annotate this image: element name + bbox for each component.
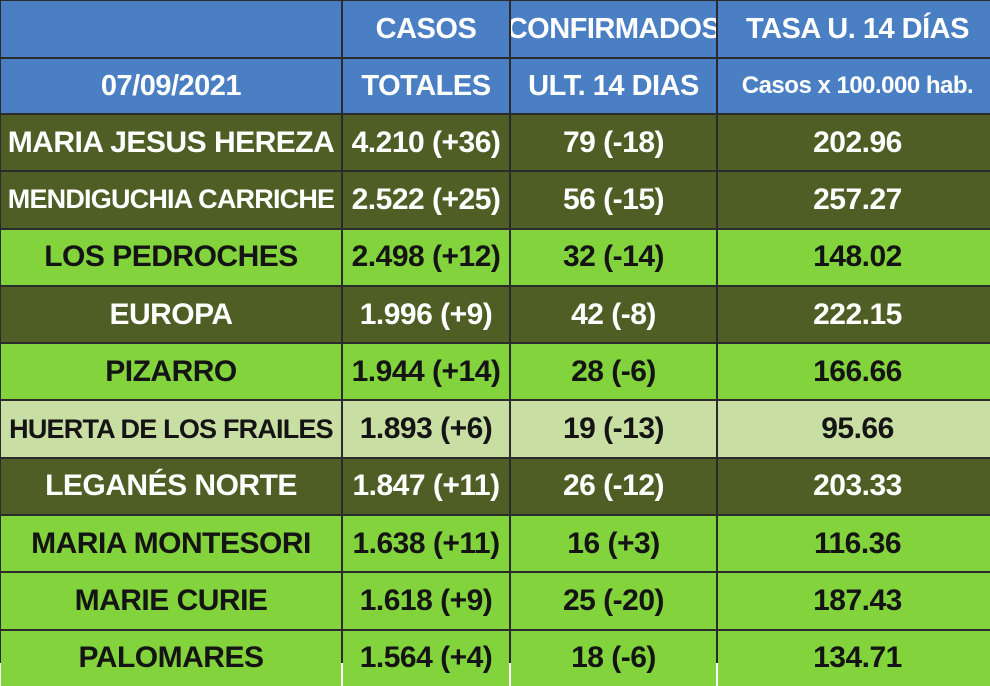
zone-name: MENDIGUCHIA CARRICHE	[1, 172, 341, 228]
total-cases: 1.618 (+9)	[343, 573, 509, 629]
confirmed-14-days: 79 (-18)	[511, 115, 716, 171]
confirmed-14-days: 25 (-20)	[511, 573, 716, 629]
total-cases: 1.847 (+11)	[343, 458, 509, 515]
confirmed-14-days: 19 (-13)	[511, 401, 716, 457]
rate-14-days: 187.43	[718, 573, 990, 629]
total-cases: 1.564 (+4)	[343, 630, 509, 686]
rate-14-days: 257.27	[718, 172, 990, 228]
zone-name: MARIA MONTESORI	[1, 516, 341, 572]
confirmed-14-days: 56 (-15)	[511, 172, 716, 228]
rate-14-days: 95.66	[718, 401, 990, 457]
zone-name: MARIA JESUS HEREZA	[1, 115, 341, 171]
confirmed-14-days: 26 (-12)	[511, 458, 716, 515]
header-totales: TOTALES	[343, 59, 509, 113]
confirmed-14-days: 32 (-14)	[511, 229, 716, 285]
rate-14-days: 134.71	[718, 630, 990, 686]
confirmed-14-days: 42 (-8)	[511, 286, 716, 343]
total-cases: 1.996 (+9)	[343, 286, 509, 343]
rate-14-days: 222.15	[718, 286, 990, 343]
header-ult-14-dias: ULT. 14 DIAS	[511, 59, 716, 113]
rate-14-days: 203.33	[718, 458, 990, 515]
zone-name: PALOMARES	[1, 630, 341, 686]
header-casos-por-100000: Casos x 100.000 hab.	[718, 59, 990, 113]
total-cases: 1.638 (+11)	[343, 516, 509, 572]
zone-name: LEGANÉS NORTE	[1, 458, 341, 515]
rate-14-days: 148.02	[718, 229, 990, 285]
header-blank	[1, 1, 341, 57]
total-cases: 2.522 (+25)	[343, 172, 509, 228]
total-cases: 4.210 (+36)	[343, 115, 509, 171]
zone-name: HUERTA DE LOS FRAILES	[1, 401, 341, 457]
confirmed-14-days: 16 (+3)	[511, 516, 716, 572]
header-tasa: TASA U. 14 DÍAS	[718, 1, 990, 57]
total-cases: 1.944 (+14)	[343, 344, 509, 400]
confirmed-14-days: 28 (-6)	[511, 344, 716, 400]
zone-name: PIZARRO	[1, 344, 341, 400]
header-casos: CASOS	[343, 1, 509, 57]
rate-14-days: 116.36	[718, 516, 990, 572]
zone-name: LOS PEDROCHES	[1, 229, 341, 285]
header-date: 07/09/2021	[1, 59, 341, 113]
zone-name: EUROPA	[1, 286, 341, 343]
total-cases: 1.893 (+6)	[343, 401, 509, 457]
rate-14-days: 202.96	[718, 115, 990, 171]
zone-name: MARIE CURIE	[1, 573, 341, 629]
confirmed-14-days: 18 (-6)	[511, 630, 716, 686]
header-confirmados: CONFIRMADOS	[511, 1, 716, 57]
total-cases: 2.498 (+12)	[343, 229, 509, 285]
rate-14-days: 166.66	[718, 344, 990, 400]
